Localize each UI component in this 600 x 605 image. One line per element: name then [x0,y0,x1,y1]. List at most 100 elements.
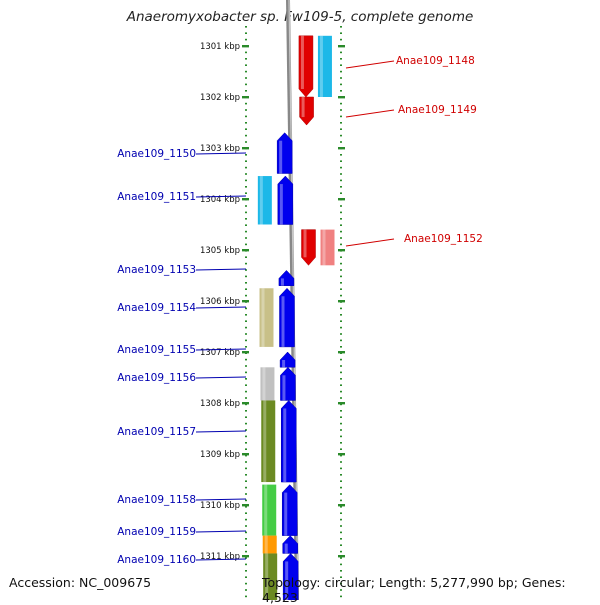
label-connector-Anae109_1150 [195,152,247,155]
ruler-dot-right [340,486,342,489]
gene-label-Anae109_1158[interactable]: Anae109_1158 [117,494,196,506]
ruler-dot-left [245,550,247,553]
map-title: Anaeromyxobacter sp. Fw109-5, complete g… [126,9,474,25]
scale-tick-label: 1306 kbp [200,297,240,307]
ruler-dot-left [245,326,247,329]
ruler-dot-left [245,480,247,482]
ruler-dot-left [245,90,247,92]
ruler-dot-left [245,58,247,60]
scale-tick-label: 1308 kbp [200,399,240,409]
cds-arrow-Anae109_1159[interactable] [282,535,298,554]
cds-arrow-Anae109_1152[interactable] [301,229,316,266]
cds-highlight-Anae109_1157 [283,408,287,483]
cds-highlight-Anae109_1155 [282,360,286,368]
ruler-dot-right [340,83,342,86]
ruler-dot-left [245,531,247,534]
cds-highlight-Anae109_1149 [301,97,305,118]
cds-highlight-Anae109_1151 [279,184,283,225]
ruler-dot-left [245,563,247,566]
ruler-dot-right [340,384,342,386]
cds-arrow-Anae109_1148[interactable] [298,35,314,98]
ruler-dot-left [245,64,247,66]
ruler-dot-left [245,486,247,489]
ruler-dot-right [340,333,342,335]
ruler-dot-right [340,358,342,361]
ruler-dot-right [340,237,342,239]
cds-highlight-Anae109_1159 [284,543,288,554]
gene-label-Anae109_1160[interactable]: Anae109_1160 [117,554,196,566]
gene-label-Anae109_1154[interactable]: Anae109_1154 [117,302,196,314]
cds-arrow-Anae109_1155[interactable] [279,351,296,368]
cog-box-shine [265,553,269,600]
ruler-dot-left [245,109,247,111]
scale-tick-mark [338,402,345,405]
cds-arrow-Anae109_1154[interactable] [279,287,295,348]
cds-arrow-Anae109_1156[interactable] [280,366,296,401]
cds-highlight-Anae109_1152 [303,229,307,258]
gene-label-Anae109_1153[interactable]: Anae109_1153 [117,264,196,276]
ruler-dot-left [245,237,247,239]
ruler-dot-right [340,378,342,380]
ruler-dot-left [245,570,247,572]
cog-box-shine [263,400,267,483]
cds-arrow-Anae109_1160[interactable] [282,553,299,600]
cog-box-Anae109_1157 [261,400,276,483]
scale-tick-mark [242,147,249,150]
ruler-dot-left [245,512,247,514]
cds-arrow-Anae109_1153[interactable] [278,270,295,286]
gene-label-Anae109_1159[interactable]: Anae109_1159 [117,526,196,538]
cog-box-shine [261,288,265,347]
ruler-dot-right [340,467,342,470]
label-connector-Anae109_1159 [195,530,247,533]
cds-highlight-Anae109_1156 [282,375,286,401]
scale-tick-mark [242,504,249,507]
ruler-dot-right [340,307,342,310]
ruler-dot-right [340,269,342,271]
ruler-dot-left [245,448,247,450]
cds-arrow-Anae109_1151[interactable] [277,175,294,225]
ruler-dot-left [245,525,247,527]
gene-label-Anae109_1157[interactable]: Anae109_1157 [117,426,196,438]
scale-tick-mark [338,300,345,303]
cds-arrow-Anae109_1149[interactable] [299,96,314,126]
ruler-dot-left [245,557,247,559]
ruler-dot-left [245,230,247,233]
ruler-dot-right [340,243,342,246]
gene-label-Anae109_1149[interactable]: Anae109_1149 [398,104,477,116]
ruler-dot-right [340,224,342,226]
ruler-dot-left [245,410,247,412]
cog-box-shine [262,367,266,401]
gene-label-Anae109_1151[interactable]: Anae109_1151 [117,191,196,203]
ruler-dot-left [245,186,247,188]
label-connector-Anae109_1151 [195,195,247,198]
ruler-dot-right [340,70,342,73]
cog-box-Anae109_1152 [320,229,335,266]
ruler-dot-right [340,493,342,495]
gene-label-Anae109_1150[interactable]: Anae109_1150 [117,148,196,160]
cog-box-Anae109_1156 [260,367,275,401]
ruler-dot-right [340,422,342,425]
gene-label-Anae109_1148[interactable]: Anae109_1148 [396,55,475,67]
ruler-dot-left [245,499,247,502]
ruler-dot-right [340,595,342,598]
ruler-dot-right [340,525,342,527]
ruler-dot-right [340,102,342,105]
gene-label-Anae109_1152[interactable]: Anae109_1152 [404,233,483,245]
ruler-dot-right [340,262,342,265]
cds-arrow-Anae109_1150[interactable] [276,132,293,174]
cog-box-shine [264,535,268,554]
gene-label-Anae109_1156[interactable]: Anae109_1156 [117,372,196,384]
cds-arrow-Anae109_1157[interactable] [281,400,297,483]
gene-label-Anae109_1155[interactable]: Anae109_1155 [117,344,196,356]
ruler-dot-left [245,211,247,214]
ruler-dot-left [245,595,247,598]
ruler-dot-right [340,294,342,297]
ruler-dot-right [340,64,342,66]
scale-tick-mark [338,147,345,150]
ruler-dot-right [340,230,342,233]
scale-tick-label: 1309 kbp [200,450,240,460]
scale-tick-mark [242,555,249,558]
cds-arrow-Anae109_1158[interactable] [281,484,298,536]
scale-tick-label: 1301 kbp [200,42,240,52]
